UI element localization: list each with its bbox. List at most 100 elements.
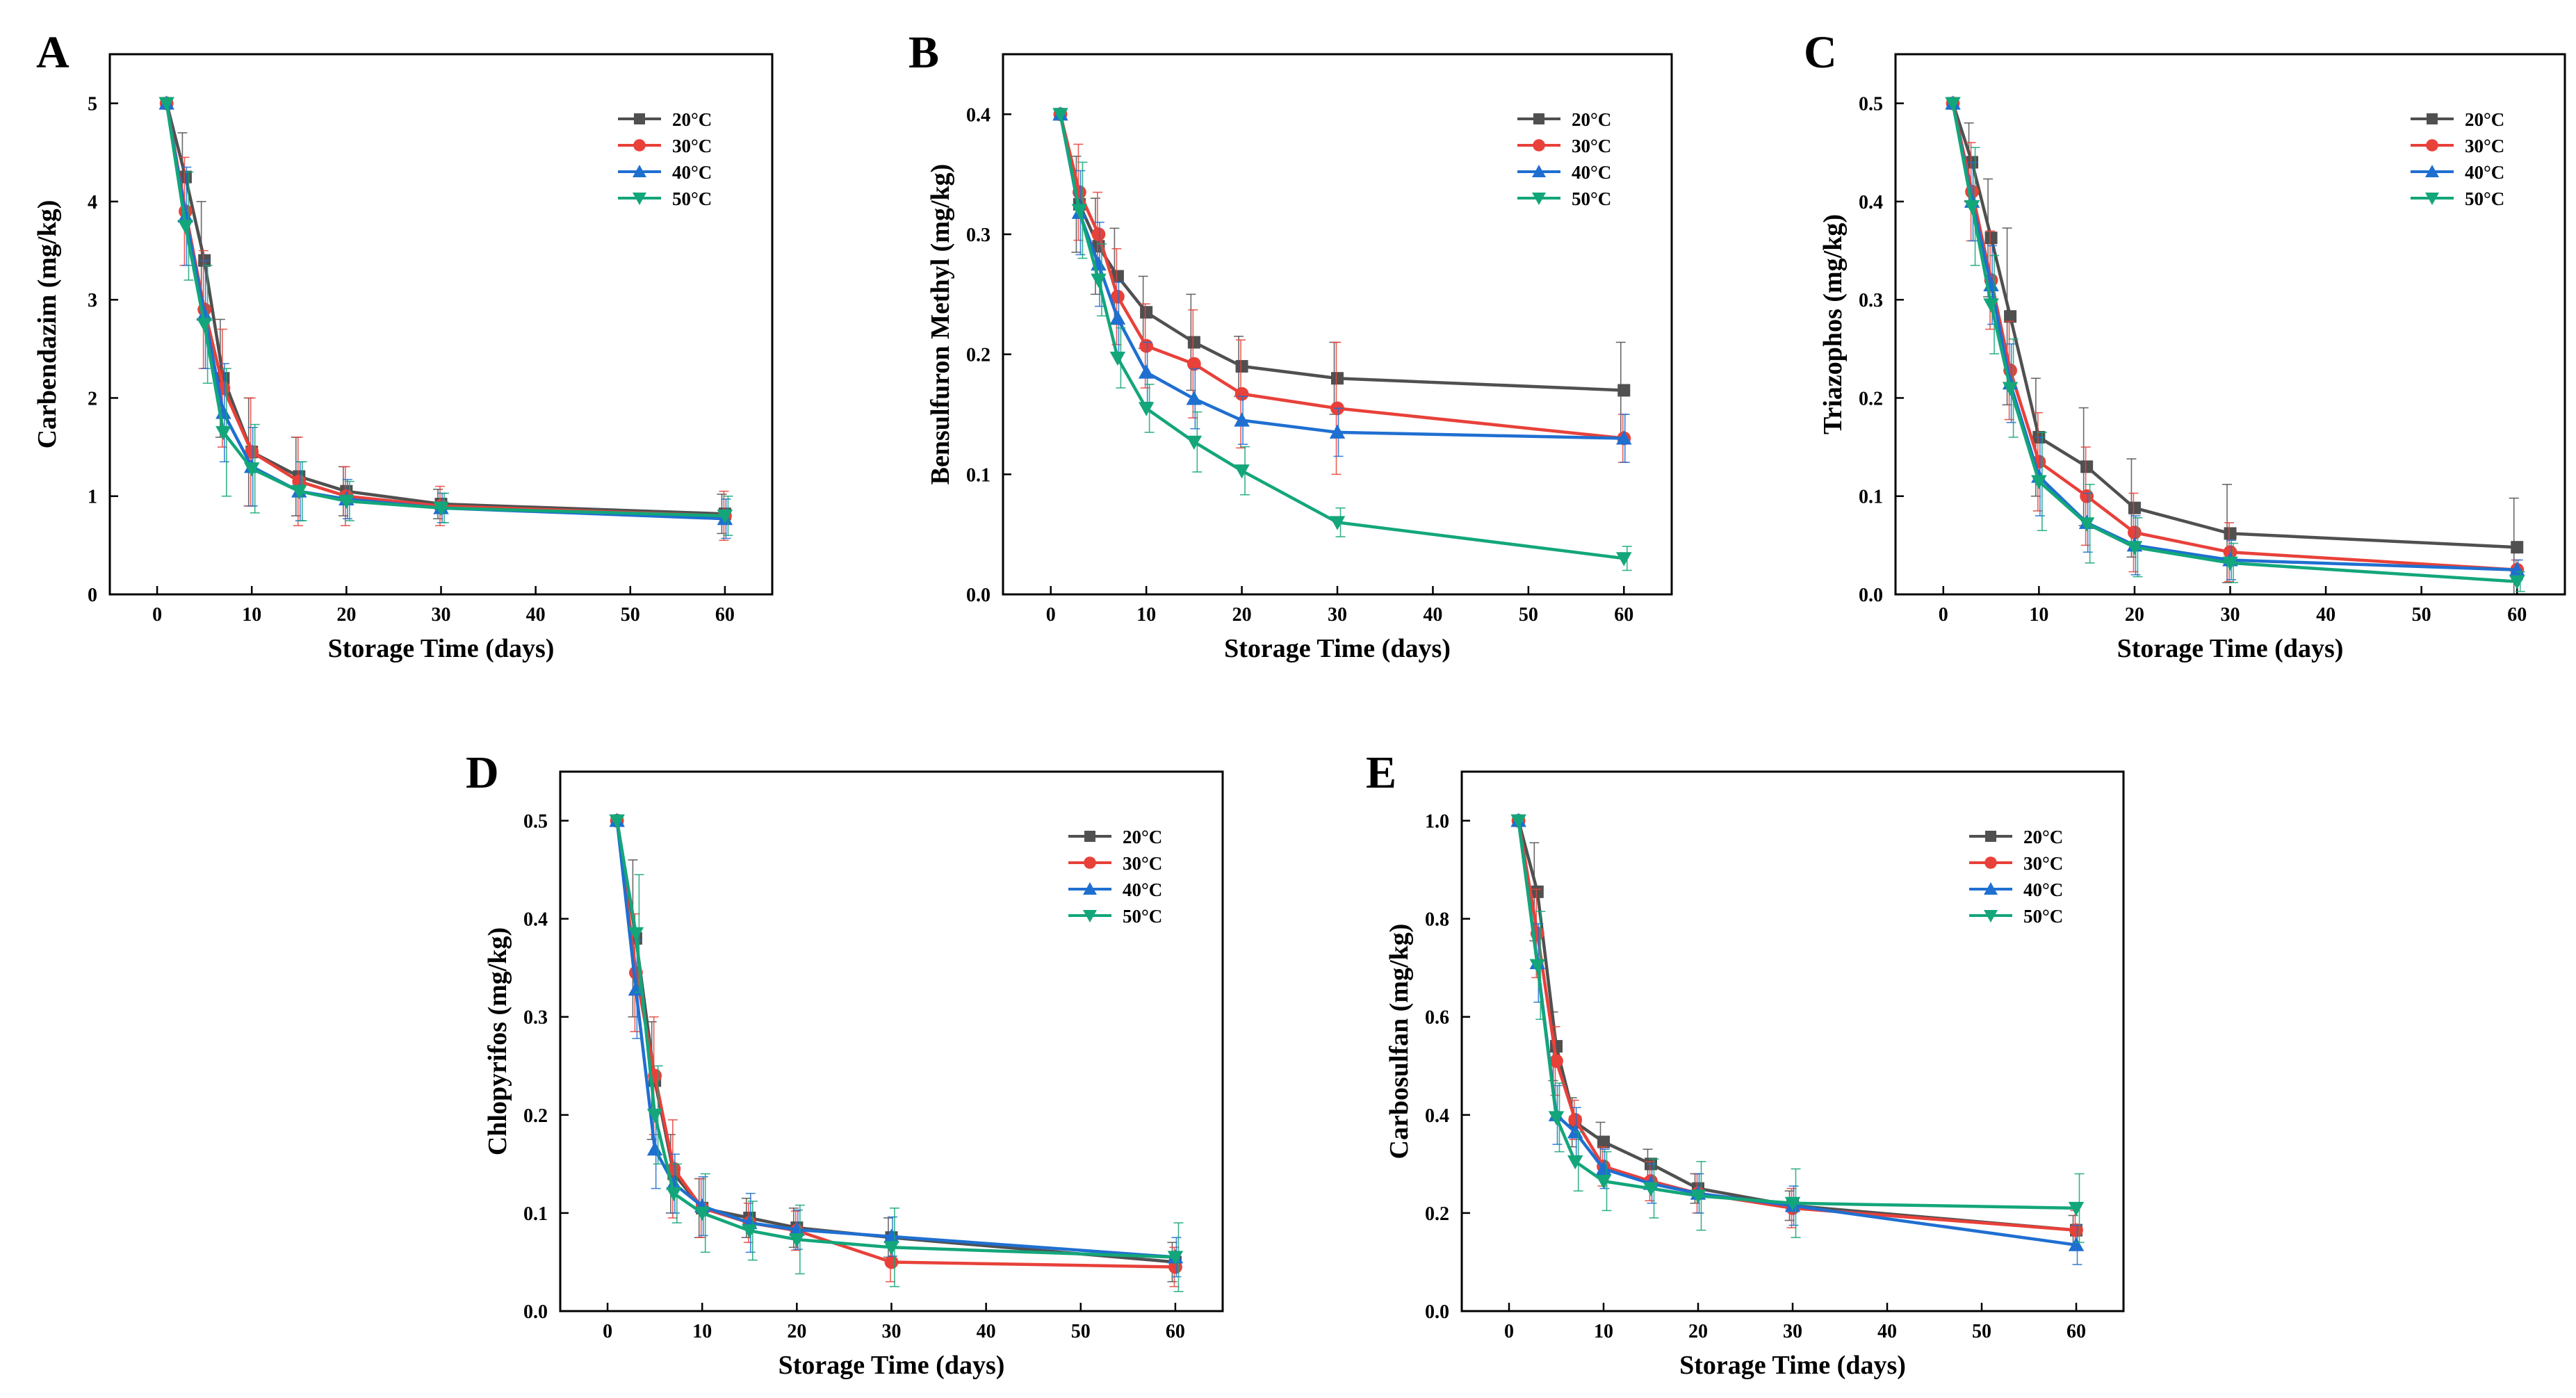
x-tick-label: 10 [2029,604,2048,626]
y-tick-label: 2 [88,388,97,409]
data-point [1945,97,1961,111]
x-tick-label: 40 [1877,1321,1897,1342]
legend-label: 50°C [1123,906,1162,927]
panel-label: E [1366,747,1396,798]
y-tick-label: 0.3 [1859,290,1883,311]
legend-marker [1984,882,1998,895]
data-point [789,1221,805,1236]
legend-marker [634,113,645,124]
x-tick-label: 40 [526,604,546,626]
legend-label: 20°C [2465,109,2504,130]
legend-label: 30°C [1572,136,1611,156]
legend-label: 40°C [672,162,712,183]
legend-marker [1533,113,1544,124]
y-tick-label: 0.2 [523,1105,548,1127]
plot-frame [1894,53,2566,596]
data-point [1329,516,1346,530]
data-point [1964,200,1980,215]
data-point [2128,526,2142,539]
legend-marker [1084,831,1095,842]
legend-marker [1533,139,1545,152]
data-point [2509,575,2525,590]
chart-panel-e: E 0 10 20 30 40 50 60 0.0 0.2 0.4 0.6 0.8 1.0 Storage … [1366,747,2125,1380]
plot-frame [559,770,1224,1312]
data-point [1234,412,1250,427]
x-tick-label: 50 [621,604,640,626]
legend-label: 50°C [2023,906,2063,927]
y-tick-label: 0.2 [1425,1203,1449,1225]
legend-label: 30°C [672,136,712,156]
data-point [2224,527,2237,540]
data-point [1548,1111,1565,1125]
x-tick-label: 40 [1423,604,1442,626]
chart-panel-a: A 0 10 20 30 40 50 60 0 1 2 3 4 5 Storage Time (days) C… [33,27,774,663]
data-point [884,1255,899,1269]
y-tick-label: 3 [88,290,97,311]
legend-marker [633,139,646,152]
legend-marker [2425,193,2439,205]
data-point [1111,270,1124,283]
x-tick-label: 0 [1046,604,1056,626]
legend-label: 40°C [1123,879,1162,900]
x-tick-label: 60 [2066,1321,2086,1342]
data-point [1642,1182,1659,1196]
legend-label: 50°C [672,188,712,209]
series-50c [609,814,1184,1292]
y-tick-label: 1.0 [1425,811,1449,833]
data-point [1071,204,1088,218]
series-50c [158,97,733,537]
data-point [1111,289,1125,304]
legend-label: 20°C [672,109,712,130]
x-tick-label: 60 [1614,604,1633,626]
legend-label: 40°C [1572,162,1611,183]
x-tick-label: 0 [1939,604,1948,626]
data-point [339,494,354,510]
data-point [1186,435,1203,450]
data-point [1091,273,1107,288]
legend-label: 50°C [2465,188,2504,209]
series-50c [1052,108,1632,571]
chart-panel-c: C 0 10 20 30 40 50 60 0.0 0.1 0.2 0.3 0.4 0.5 Storage … [1804,27,2566,663]
y-tick-label: 5 [88,94,97,115]
data-point [1616,430,1632,445]
legend-label: 30°C [1123,853,1162,874]
y-tick-label: 1 [88,487,97,508]
series-30c [159,96,732,542]
chart-panel-d: D 0 10 20 30 40 50 60 0.0 0.1 0.2 0.3 0.4 0.5 Storage … [466,747,1224,1380]
data-point [196,318,213,332]
data-point [1187,336,1200,349]
x-tick-label: 50 [1519,604,1538,626]
data-point [1140,306,1153,319]
data-point [2002,382,2019,396]
data-point [694,1206,710,1221]
y-tick-label: 0.2 [1859,388,1883,409]
series-20c [160,97,731,535]
y-tick-label: 0.1 [523,1203,548,1225]
y-tick-label: 0.3 [966,225,991,246]
x-tick-label: 60 [2507,604,2527,626]
x-tick-label: 10 [692,1321,712,1342]
data-point [628,927,644,942]
panel-label: D [466,747,499,798]
data-point [2068,1201,2085,1217]
data-point [1167,1251,1184,1265]
y-tick-label: 0.1 [966,464,991,486]
legend-marker [1084,856,1096,869]
data-point [196,307,213,321]
y-axis-title: Chlopyrifos (mg/kg) [483,927,512,1155]
y-tick-label: 0.0 [966,585,991,606]
data-point [2080,489,2094,503]
x-tick-label: 30 [2221,604,2240,626]
data-point [1529,959,1546,973]
y-axis-title: Carbendazim (mg/kg) [33,200,62,449]
y-axis-title: Carbosulfan (mg/kg) [1385,924,1414,1160]
data-point [215,425,231,441]
x-axis-title: Storage Time (days) [2117,634,2344,663]
legend-marker [633,193,646,205]
series-20c [1512,814,2082,1246]
y-tick-label: 0.6 [1425,1007,1449,1029]
x-tick-label: 40 [2316,604,2335,626]
plot-frame [108,53,774,596]
x-tick-label: 10 [1136,604,1156,626]
legend-label: 50°C [1572,188,1611,209]
